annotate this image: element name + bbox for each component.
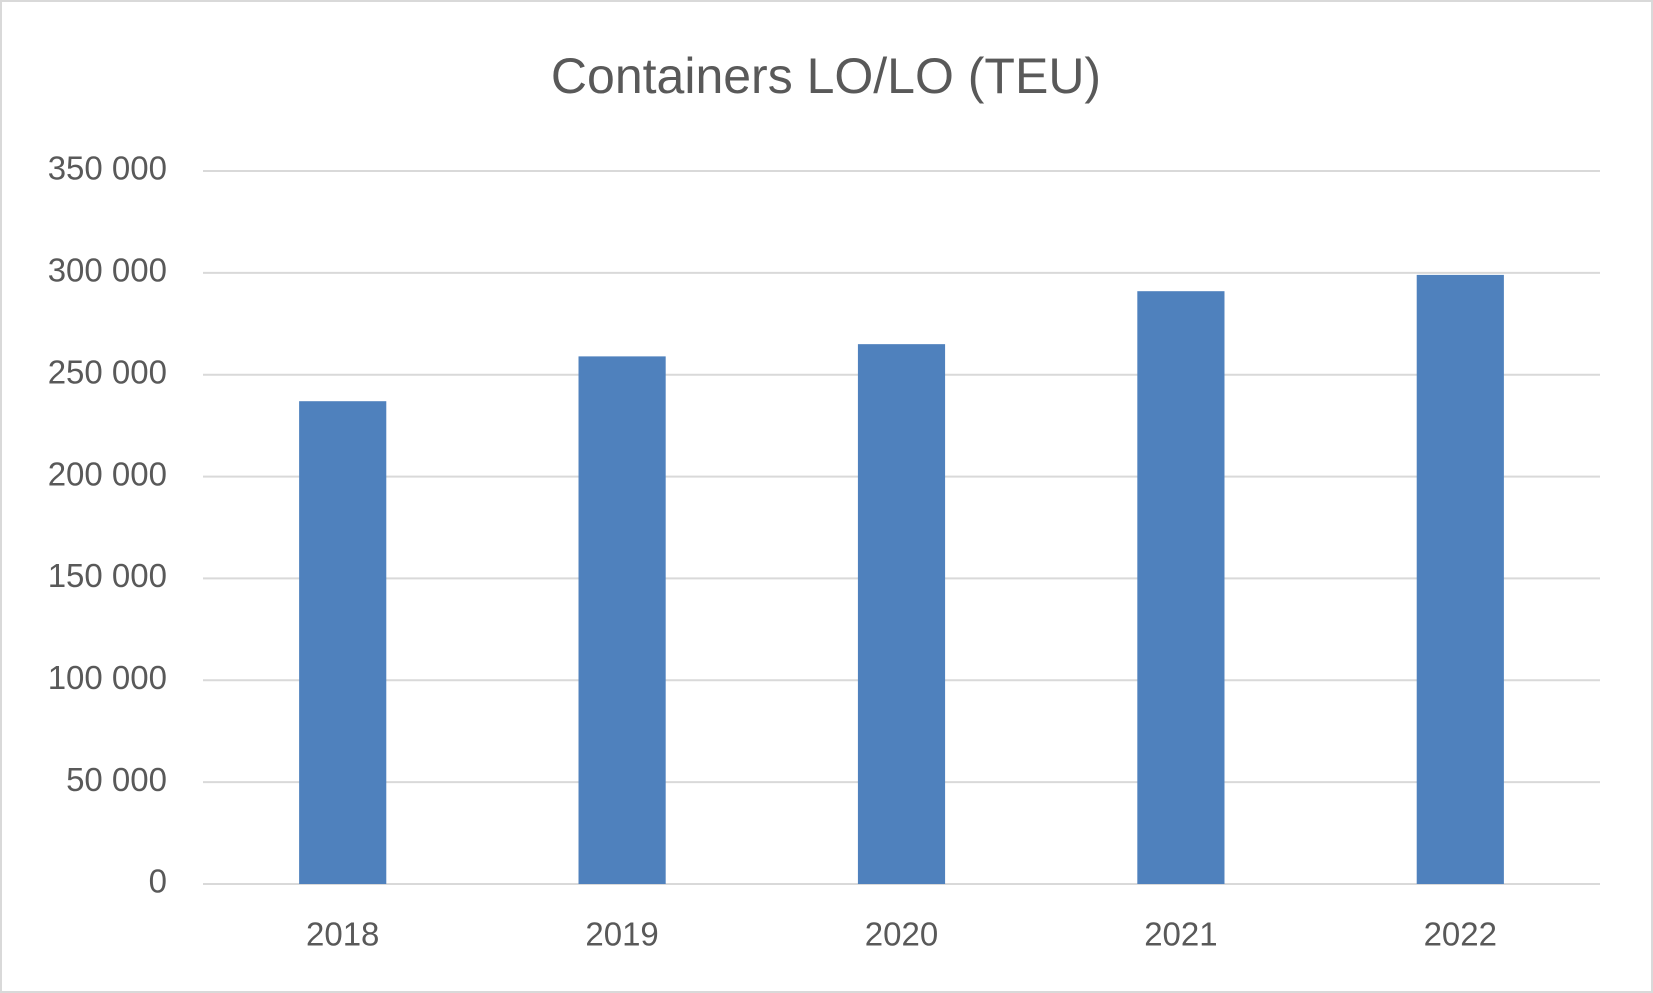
y-tick-label: 250 000 <box>48 353 167 390</box>
x-tick-label: 2022 <box>1424 916 1497 953</box>
y-tick-label: 200 000 <box>48 455 167 492</box>
bar <box>1137 291 1225 885</box>
y-tick-label: 0 <box>149 863 167 900</box>
y-tick-label: 300 000 <box>48 252 167 289</box>
x-tick-label: 2020 <box>865 916 938 953</box>
bar <box>1416 274 1504 884</box>
x-tick-label: 2019 <box>585 916 658 953</box>
x-tick-label: 2021 <box>1144 916 1217 953</box>
y-tick-label: 350 000 <box>48 150 167 187</box>
y-tick-label: 50 000 <box>66 761 167 798</box>
chart-title: Containers LO/LO (TEU) <box>551 48 1101 104</box>
bar <box>299 401 387 884</box>
bar <box>857 344 946 885</box>
x-tick-label: 2018 <box>306 916 379 953</box>
y-tick-label: 100 000 <box>48 659 167 696</box>
y-tick-label: 150 000 <box>48 557 167 594</box>
bar <box>578 356 666 884</box>
